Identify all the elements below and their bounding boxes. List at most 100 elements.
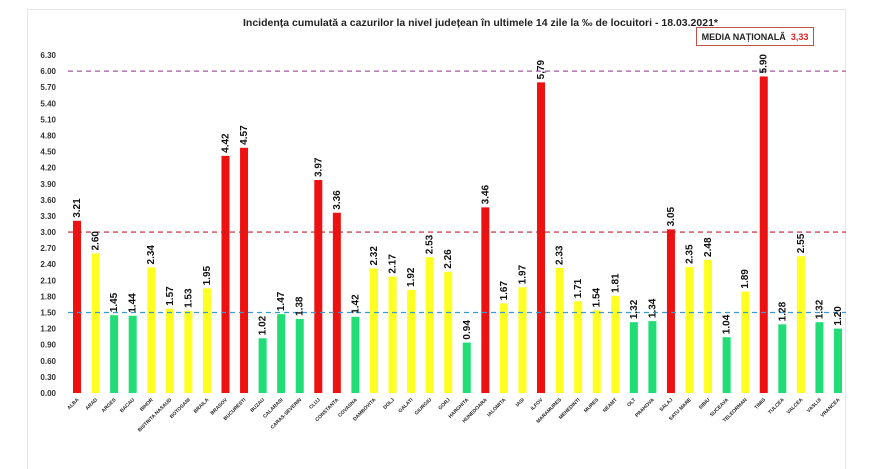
bar — [240, 147, 249, 393]
value-label: 1.89 — [740, 269, 751, 289]
x-tick-label: SALAJ — [659, 397, 675, 413]
x-tick-label: BUZAU — [249, 397, 266, 414]
y-tick-label: 0.00 — [40, 389, 56, 398]
value-label: 1.92 — [406, 267, 417, 287]
bar — [741, 291, 750, 393]
x-tick-label: TULCEA — [767, 397, 786, 416]
reference-lines — [68, 70, 846, 314]
bar — [277, 314, 286, 393]
x-tick-label: VRANCEA — [820, 397, 842, 419]
x-tick-label: BOTOSANI — [169, 397, 192, 420]
value-label: 2.48 — [703, 237, 714, 257]
x-tick-label: CLUJ — [308, 397, 322, 411]
bar — [648, 321, 657, 393]
value-label: 1.81 — [610, 273, 621, 293]
y-tick-label: 0.60 — [40, 357, 56, 366]
value-label: 1.45 — [109, 292, 120, 312]
value-label: 1.97 — [517, 264, 528, 284]
value-label: 1.04 — [722, 314, 733, 334]
value-label: 1.57 — [165, 286, 176, 306]
bar — [184, 310, 193, 393]
bar — [258, 338, 267, 393]
value-labels: 3.21 2.60 1.45 1.44 2.34 1.57 1.53 1.95 4.42 4.57… — [72, 54, 844, 340]
x-tick-label: ARAD — [85, 397, 100, 412]
x-tick-label: MURES — [583, 397, 600, 414]
bar — [369, 268, 378, 393]
y-tick-label: 4.20 — [40, 164, 56, 173]
y-tick-label: 3.90 — [40, 180, 56, 189]
bar — [537, 82, 546, 393]
x-tick-label: SIBIU — [698, 397, 712, 411]
y-tick-label: 0.30 — [40, 373, 56, 382]
y-tick-label: 6.30 — [40, 51, 56, 60]
value-label: 2.32 — [369, 246, 380, 266]
bar — [555, 267, 564, 393]
y-tick-label: 2.10 — [40, 276, 56, 285]
x-tick-label: ALBA — [66, 397, 80, 411]
value-label: 1.54 — [592, 287, 603, 307]
value-label: 1.34 — [647, 298, 658, 318]
bar — [481, 207, 490, 393]
bar — [221, 155, 230, 393]
bar — [759, 76, 768, 393]
y-tick-label: 2.40 — [40, 260, 56, 269]
x-tick-label: IALOMITA — [486, 397, 507, 418]
bar — [611, 295, 620, 393]
value-label: 2.35 — [685, 244, 696, 264]
value-label: 3.36 — [332, 190, 343, 210]
x-tick-label: ILFOV — [530, 397, 545, 412]
x-tick-label: GORJ — [437, 397, 451, 411]
y-tick-label: 6.00 — [40, 67, 56, 76]
value-label: 1.53 — [183, 288, 194, 308]
value-label: 3.05 — [666, 206, 677, 226]
value-label: 1.44 — [128, 293, 139, 313]
value-label: 2.60 — [91, 231, 102, 251]
bars — [73, 76, 842, 393]
value-label: 1.02 — [258, 315, 269, 335]
value-label: 2.34 — [146, 245, 157, 265]
x-tick-label: IASI — [515, 397, 527, 409]
y-tick-label: 4.50 — [40, 148, 56, 157]
y-tick-label: 3.30 — [40, 212, 56, 221]
value-label: 3.21 — [72, 198, 83, 218]
chart-frame — [27, 9, 846, 469]
x-tick-label: VALCEA — [786, 397, 805, 416]
x-tick-label: VASLUI — [806, 397, 823, 414]
bar — [685, 266, 694, 393]
national-average-label: MEDIA NAȚIONALĂ — [701, 31, 786, 42]
bar — [815, 322, 824, 393]
bar — [202, 288, 211, 393]
bar — [388, 276, 397, 393]
bar — [574, 301, 583, 393]
value-label: 2.33 — [555, 245, 566, 265]
bar — [314, 180, 323, 393]
bar — [722, 337, 731, 393]
x-tick-label: PRAHOVA — [634, 397, 656, 419]
bar — [351, 316, 360, 393]
bar — [110, 315, 119, 393]
value-label: 4.42 — [220, 133, 231, 153]
bar — [462, 342, 471, 393]
x-tick-label: OLT — [626, 397, 637, 408]
bar — [165, 308, 174, 393]
x-tick-label: GALATI — [397, 397, 415, 415]
y-tick-label: 4.80 — [40, 131, 56, 140]
chart-title: Incidența cumulată a cazurilor la nivel … — [243, 17, 718, 29]
y-tick-label: 5.40 — [40, 99, 56, 108]
y-tick-label: 5.10 — [40, 115, 56, 124]
value-label: 0.94 — [462, 320, 473, 340]
value-label: 1.95 — [202, 265, 213, 285]
value-label: 5,79 — [536, 59, 547, 79]
value-label: 2.55 — [796, 233, 807, 253]
bar — [592, 310, 601, 393]
value-label: 5.90 — [759, 54, 770, 74]
y-tick-label: 1.50 — [40, 309, 56, 318]
y-tick-label: 1.80 — [40, 292, 56, 301]
value-label: 4.57 — [239, 125, 250, 145]
x-tick-label: DOLJ — [382, 397, 396, 411]
y-tick-label: 1.20 — [40, 325, 56, 334]
bar — [295, 318, 304, 393]
x-tick-label: NEAMT — [602, 397, 619, 414]
